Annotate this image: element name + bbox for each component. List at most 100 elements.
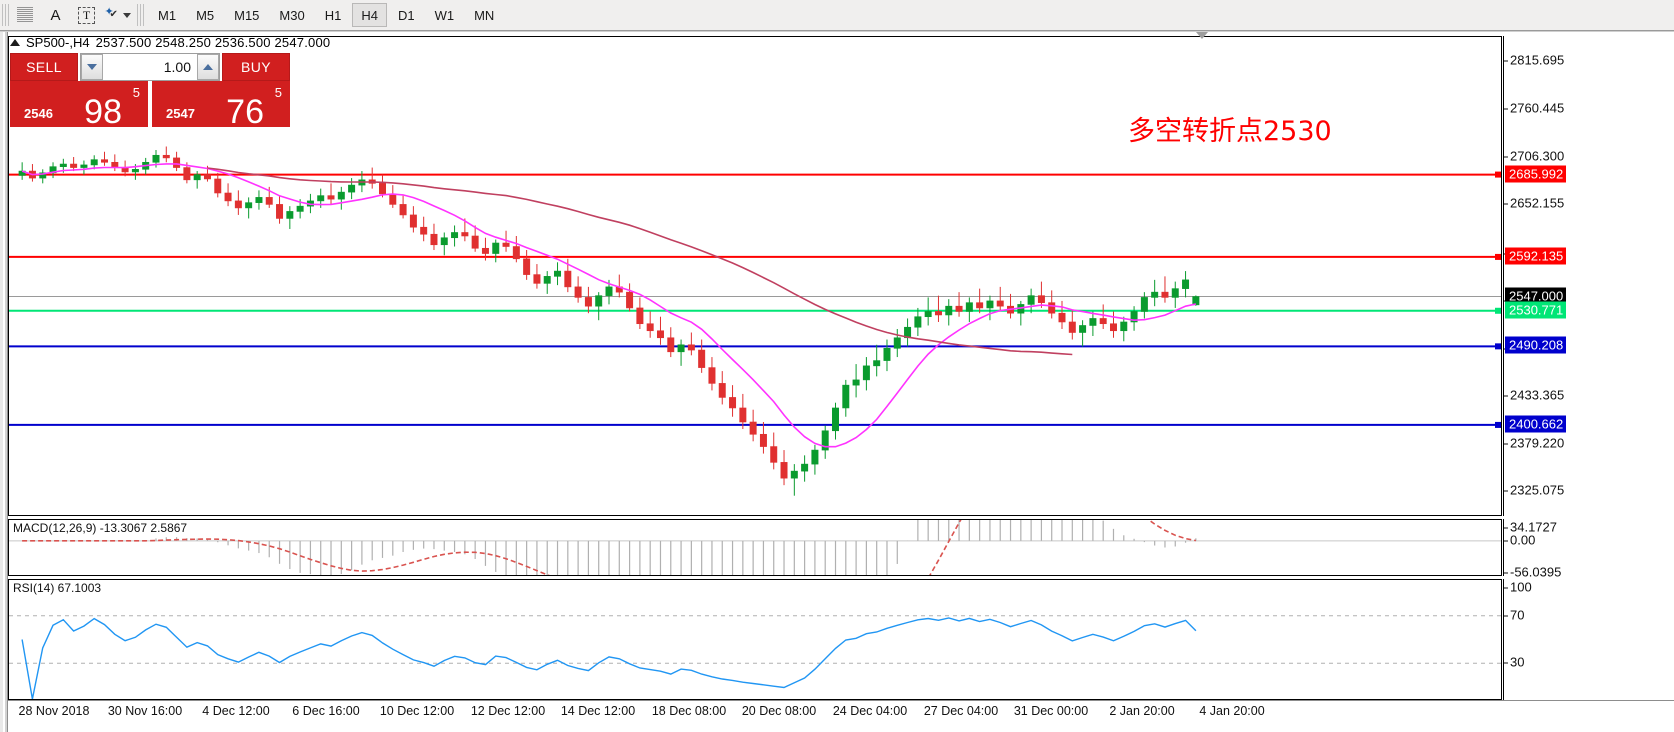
timeframe-h1[interactable]: H1	[324, 7, 342, 23]
sell-price-prefix: 2546	[24, 106, 53, 121]
macd-axis-tick: -56.0395	[1504, 565, 1561, 580]
candle-body	[327, 195, 335, 200]
sell-button[interactable]: SELL	[10, 53, 78, 81]
candle-body	[986, 300, 994, 309]
rsi-indicator-label: RSI(14) 67.1003	[13, 581, 102, 595]
trend-up-icon	[10, 39, 20, 46]
volume-stepper[interactable]: 1.00	[80, 53, 220, 81]
candle-body	[976, 302, 984, 309]
objects-mixed-icon[interactable]	[103, 2, 132, 29]
rsi-pane[interactable]: RSI(14) 67.1003	[8, 579, 1502, 700]
candle-body	[718, 383, 726, 398]
candle-body	[492, 242, 500, 254]
macd-axis-tick: 34.1727	[1504, 520, 1557, 535]
volume-input[interactable]: 1.00	[103, 54, 197, 80]
candle-body	[389, 193, 397, 205]
candle-body	[1161, 291, 1169, 298]
candle-body	[749, 421, 757, 435]
rsi-axis: 100 70 30	[1503, 579, 1674, 700]
time-axis-tick: 31 Dec 00:00	[1013, 704, 1089, 718]
candle-body	[626, 291, 634, 309]
time-axis-tick: 4 Dec 12:00	[202, 704, 270, 718]
rsi-line	[21, 617, 1197, 699]
candle-body	[481, 247, 489, 254]
candle-body	[708, 367, 716, 384]
candle-body	[523, 258, 531, 275]
candle-body	[245, 202, 253, 209]
level-handle	[1495, 421, 1501, 428]
level-handle	[1495, 171, 1501, 178]
indicators-list-icon[interactable]	[10, 2, 39, 29]
sell-price-main: 98	[84, 93, 122, 131]
text-box-icon: T	[78, 6, 95, 24]
shapes-icon	[105, 5, 121, 22]
candle-body	[1130, 311, 1138, 323]
candle-body	[687, 344, 695, 351]
price-axis[interactable]: 2815.6952760.4452706.3002652.1552596.005…	[1503, 36, 1674, 516]
candle-body	[996, 300, 1004, 307]
trade-panel-prices-row: 2546 98 5 2547 76 5	[10, 81, 290, 131]
candle-body	[595, 295, 603, 307]
candle-body	[90, 159, 98, 166]
candle-body	[1151, 291, 1159, 298]
timeframe-h4[interactable]: H4	[352, 3, 387, 27]
candle-body	[59, 163, 67, 167]
candle-body	[677, 344, 685, 353]
candle-body	[636, 307, 644, 325]
toolbar: A T M1 M5 M15 M30 H1 H4 D1 W1 MN	[0, 0, 1674, 31]
macd-axis-tick: 0.00	[1504, 532, 1535, 547]
candle-body	[101, 159, 109, 163]
time-axis-tick: 30 Nov 16:00	[107, 704, 183, 718]
timeframe-d1[interactable]: D1	[397, 7, 415, 23]
candle-body	[543, 276, 551, 284]
candle-body	[1099, 318, 1107, 325]
price-axis-highlight-label: 2530.771	[1505, 301, 1567, 319]
chevron-down-icon	[87, 64, 97, 70]
candle-body	[1140, 297, 1148, 312]
macd-pane[interactable]: MACD(12,26,9) -13.3067 2.5867	[8, 519, 1502, 576]
sell-price-box[interactable]: 2546 98 5	[10, 81, 148, 131]
candle-body	[317, 195, 325, 202]
volume-increase-button[interactable]	[197, 54, 219, 80]
candle-body	[862, 365, 870, 381]
price-axis-highlight-label: 2685.992	[1505, 165, 1567, 183]
one-click-trading-panel[interactable]: SELL 1.00 BUY 2546 98 5	[10, 53, 290, 131]
buy-button[interactable]: BUY	[222, 53, 290, 81]
volume-decrease-button[interactable]	[81, 54, 103, 80]
timeframe-w1[interactable]: W1	[434, 7, 455, 23]
candle-body	[1171, 288, 1179, 298]
macd-indicator-label: MACD(12,26,9) -13.3067 2.5867	[13, 521, 188, 535]
price-axis-tick: 2325.075	[1504, 483, 1564, 498]
candle-body	[461, 232, 469, 237]
macd-axis: 34.1727 0.00 -56.0395	[1503, 519, 1674, 580]
timeframe-m15[interactable]: M15	[234, 7, 260, 23]
buy-price-fraction: 5	[274, 85, 282, 100]
candle-body	[739, 407, 747, 423]
candle-body	[811, 449, 819, 465]
text-object-icon[interactable]: T	[72, 2, 101, 29]
time-axis[interactable]: 28 Nov 2018 30 Nov 16:00 4 Dec 12:00 6 Dec …	[8, 700, 1674, 732]
chart-scroll-thumb[interactable]	[1196, 32, 1208, 39]
candle-body	[1120, 321, 1128, 332]
timeframe-m5[interactable]: M5	[196, 7, 215, 23]
timeframe-m1[interactable]: M1	[158, 7, 177, 23]
candle-body	[965, 302, 973, 312]
timeframe-mn[interactable]: MN	[474, 7, 495, 23]
ma-slow-line	[207, 167, 1073, 356]
candle-body	[832, 407, 839, 432]
buy-price-box[interactable]: 2547 76 5	[152, 81, 290, 129]
candle-body	[646, 323, 654, 332]
timeframe-m30[interactable]: M30	[279, 7, 305, 23]
toolbar-grip-objects[interactable]	[2, 4, 9, 26]
time-axis-tick: 24 Dec 04:00	[832, 704, 908, 718]
chart-left-rail	[0, 32, 8, 732]
candle-body	[934, 311, 942, 316]
candle-body	[173, 157, 181, 168]
price-axis-highlight-label: 2547.000	[1505, 287, 1567, 305]
time-axis-tick: 20 Dec 08:00	[741, 704, 817, 718]
chevron-down-icon[interactable]	[122, 12, 131, 18]
candle-body	[420, 226, 428, 235]
candle-body	[255, 197, 263, 203]
candle-body	[234, 200, 242, 209]
text-label-icon[interactable]: A	[50, 6, 61, 24]
